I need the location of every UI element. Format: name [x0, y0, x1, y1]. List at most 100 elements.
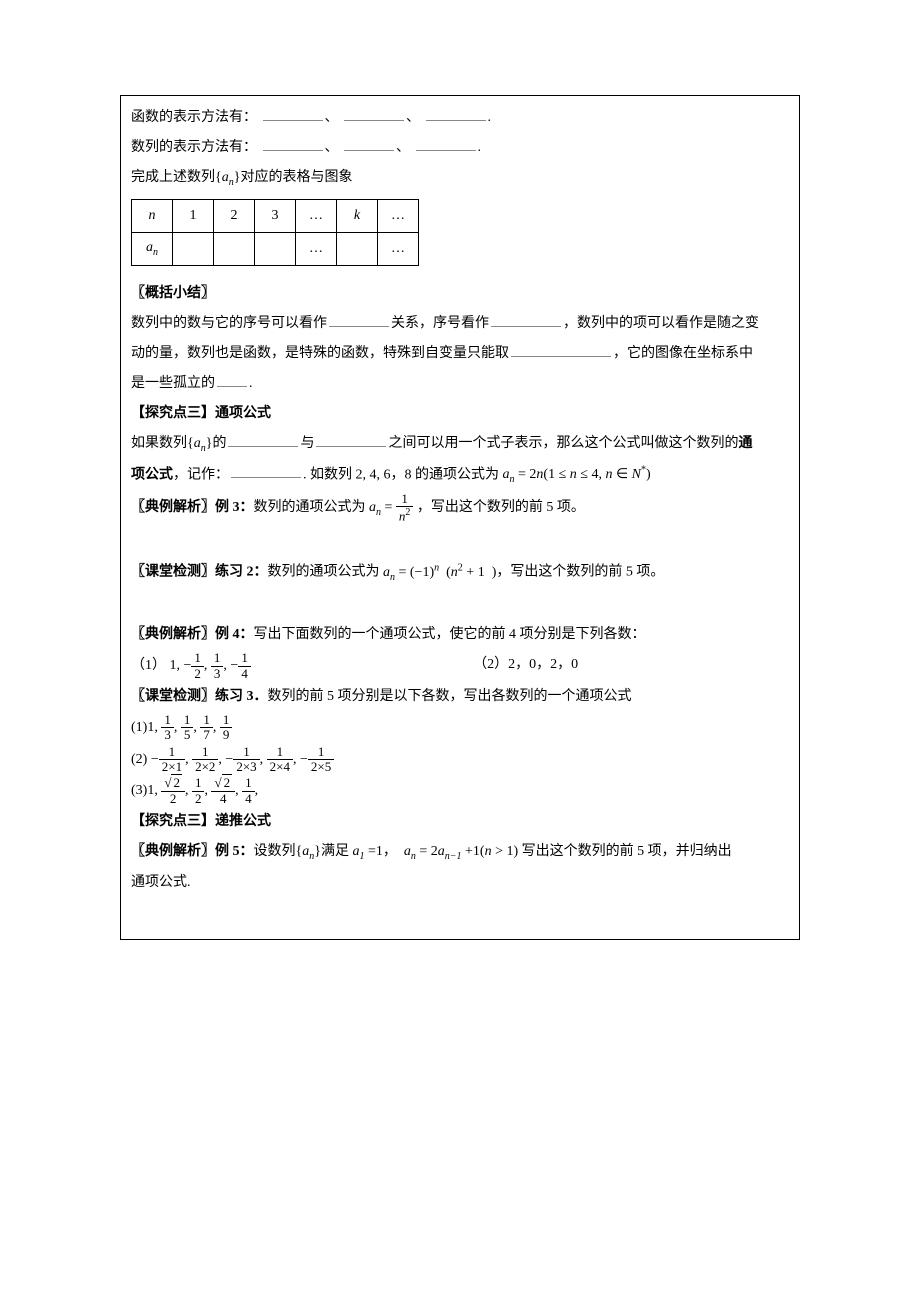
- ex5-label: 〖典例解析〗例 5：: [131, 844, 254, 859]
- blank: [329, 310, 389, 326]
- summary-line-3: 是一些孤立的.: [131, 370, 789, 398]
- text: 的: [212, 436, 226, 451]
- fraction: 12×1: [159, 745, 185, 775]
- fraction: 12×3: [233, 745, 259, 775]
- page: 函数的表示方法有： 、 、 . 数列的表示方法有： 、 、 . 完成上述数列{a…: [0, 0, 920, 1000]
- fraction: 12: [192, 776, 205, 806]
- label: （1）: [131, 658, 166, 673]
- text: 与: [300, 436, 314, 451]
- td: [173, 232, 214, 265]
- numerator: 1: [396, 492, 414, 507]
- label: (3): [131, 783, 147, 798]
- prac3-item-3: (3)1, √22, 12, √24, 14,: [131, 776, 789, 806]
- an-brace: {an}: [296, 844, 321, 859]
- practice-3: 〖课堂检测〗练习 3．数列的前 5 项分别是以下各数，写出各数列的一个通项公式: [131, 683, 789, 711]
- denominator: n2: [396, 507, 414, 524]
- content-box: 函数的表示方法有： 、 、 . 数列的表示方法有： 、 、 . 完成上述数列{a…: [120, 95, 800, 940]
- summary-line-1: 数列中的数与它的序号可以看作 关系，序号看作 ，数列中的项可以看作是随之变: [131, 310, 789, 338]
- blank: [491, 310, 561, 326]
- label: (1): [131, 720, 147, 735]
- td: [255, 232, 296, 265]
- example-5-line2: 通项公式.: [131, 869, 789, 897]
- prac2-tail: ，写出这个数列的前 5 项。: [496, 565, 664, 580]
- blank: [231, 462, 301, 478]
- text: 如果数列: [131, 436, 187, 451]
- fill-table-suffix: 对应的表格与图象: [240, 170, 352, 185]
- prac3-label: 〖课堂检测〗练习 3．: [131, 689, 268, 704]
- fill-table-prefix: 完成上述数列: [131, 170, 215, 185]
- func-methods-label: 函数的表示方法有：: [131, 110, 257, 125]
- blank: [344, 105, 404, 121]
- text: ，数列中的项可以看作是随之变: [563, 316, 759, 331]
- func-methods-line: 函数的表示方法有： 、 、 .: [131, 104, 789, 132]
- ex3-text: 数列的通项公式为: [254, 500, 370, 515]
- summary-title: 〖概括小结〗: [131, 280, 789, 308]
- td: …: [378, 232, 419, 265]
- seq-methods-line: 数列的表示方法有： 、 、 .: [131, 134, 789, 162]
- ex3-label: 〖典例解析〗例 3：: [131, 500, 254, 515]
- val: 1, −: [170, 658, 192, 673]
- text: ，记作：: [173, 467, 229, 482]
- an-brace: {an}: [187, 436, 212, 451]
- blank: [344, 135, 394, 151]
- text: .: [249, 376, 253, 391]
- sequence-table: n 1 2 3 … k … an … …: [131, 199, 419, 266]
- th-dots: …: [296, 199, 337, 232]
- spacer: [131, 589, 789, 619]
- text: 动的量，数列也是函数，是特殊的函数，特殊到自变量只能取: [131, 346, 509, 361]
- fraction: 1n2: [396, 492, 414, 524]
- prac3-item-1: (1)1, 13, 15, 17, 19: [131, 713, 789, 743]
- blank: [263, 135, 323, 151]
- explore3b-title: 【探究点三】递推公式: [131, 808, 789, 836]
- td: [337, 232, 378, 265]
- ex3-tail: ，写出这个数列的前 5 项。: [413, 500, 585, 515]
- td: [214, 232, 255, 265]
- fraction: 12×4: [267, 745, 293, 775]
- fraction: 19: [220, 713, 233, 743]
- ex4-label: 〖典例解析〗例 4：: [131, 627, 254, 642]
- blank: [263, 105, 323, 121]
- text: 之间可以用一个式子表示，那么这个公式叫做这个数列的: [388, 436, 738, 451]
- spacer: [131, 526, 789, 556]
- label: (2): [131, 752, 147, 767]
- explore3-line2: 项公式，记作：. 如数列 2, 4, 6，8 的通项公式为 an = 2n(1 …: [131, 461, 789, 490]
- text: 数列中的数与它的序号可以看作: [131, 316, 327, 331]
- ex4-item-2: （2）2，0，2，0: [473, 651, 789, 681]
- fraction: √22: [161, 776, 185, 806]
- blank: [316, 430, 386, 446]
- example-4: 〖典例解析〗例 4：写出下面数列的一个通项公式，使它的前 4 项分别是下列各数：: [131, 621, 789, 649]
- prac2-label: 〖课堂检测〗练习 2：: [131, 565, 268, 580]
- text: 设数列: [254, 844, 296, 859]
- ex4-items: （1） 1, −12, 13, −14 （2）2，0，2，0: [131, 651, 789, 681]
- ex4-text: 写出下面数列的一个通项公式，使它的前 4 项分别是下列各数：: [254, 627, 646, 642]
- explore3-title: 【探究点三】通项公式: [131, 400, 789, 428]
- th-k: k: [337, 199, 378, 232]
- example-5: 〖典例解析〗例 5：设数列{an}满足 a1 =1， an = 2an−1 +1…: [131, 838, 789, 867]
- prac3-item-2: (2) −12×1, 12×2, −12×3, 12×4, −12×5: [131, 745, 789, 775]
- fraction: 14: [238, 651, 251, 681]
- val: 1,: [147, 720, 161, 735]
- text: 满足: [321, 844, 353, 859]
- an-brace: {an}: [215, 170, 240, 185]
- formula: an =: [369, 500, 396, 515]
- blank: [511, 340, 611, 356]
- explore3-line1: 如果数列{an}的 与 之间可以用一个式子表示，那么这个公式叫做这个数列的通: [131, 430, 789, 459]
- bold-text: 通: [738, 436, 752, 451]
- fraction: 13: [161, 713, 174, 743]
- bold-text: 项公式: [131, 467, 173, 482]
- table-row: an … …: [132, 232, 419, 265]
- fraction: 12×5: [308, 745, 334, 775]
- text: 通项公式.: [131, 875, 191, 890]
- fraction: 12×2: [192, 745, 218, 775]
- text: 写出这个数列的前 5 项，并归纳出: [518, 844, 732, 859]
- formula: an = (−1)n (n2 + 1 ): [383, 565, 496, 580]
- ex4-item-1: （1） 1, −12, 13, −14: [131, 651, 473, 681]
- text: 关系，序号看作: [391, 316, 489, 331]
- blank: [228, 430, 298, 446]
- blank: [217, 370, 247, 386]
- fraction: 13: [211, 651, 224, 681]
- example-3: 〖典例解析〗例 3：数列的通项公式为 an = 1n2 ，写出这个数列的前 5 …: [131, 492, 789, 524]
- fraction: √24: [211, 776, 235, 806]
- fraction: 17: [200, 713, 213, 743]
- formula: a1 =1， an = 2an−1 +1(n > 1): [352, 844, 518, 859]
